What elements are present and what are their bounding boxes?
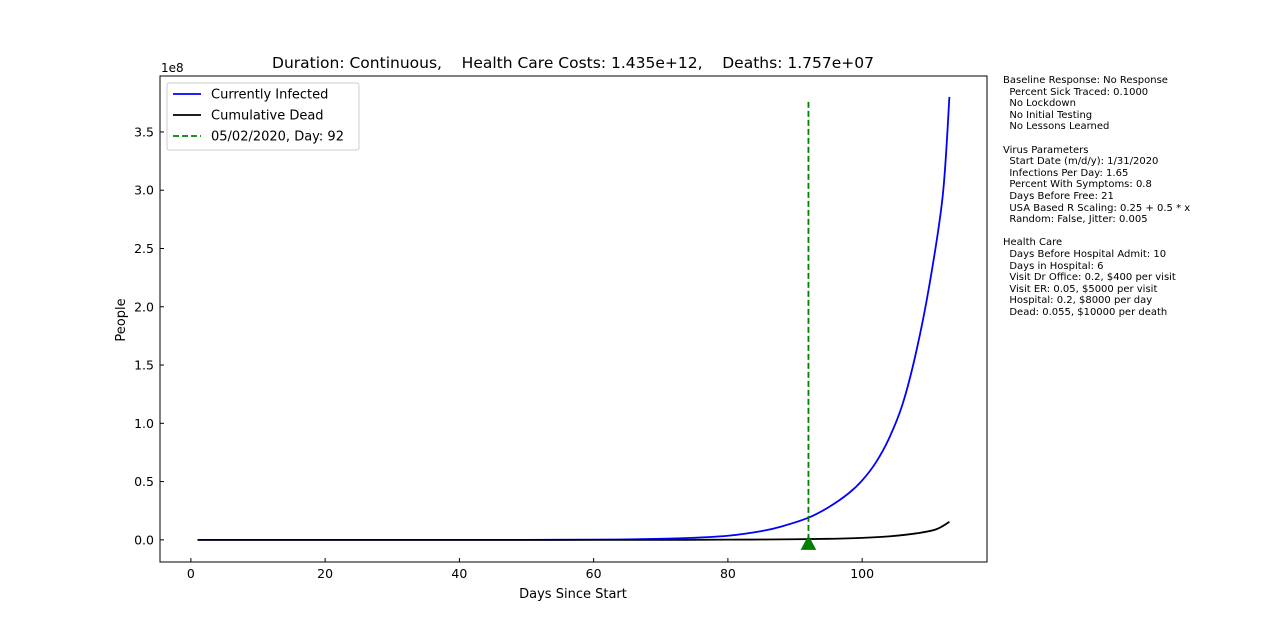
series-line-currently-infected: [197, 96, 951, 541]
y-offset-label: 1e8: [161, 61, 184, 75]
y-tick-label: 3.5: [134, 124, 154, 139]
side-note-line: No Lockdown: [1003, 98, 1076, 110]
side-note-line: Visit ER: 0.05, $5000 per visit: [1003, 283, 1158, 295]
side-note-line: Start Date (m/d/y): 1/31/2020: [1003, 156, 1159, 168]
series-line-cumulative-dead: [197, 521, 950, 541]
side-note-line: Health Care: [1003, 237, 1063, 249]
legend-label: Currently Infected: [211, 88, 328, 103]
legend-label: 05/02/2020, Day: 92: [211, 130, 344, 145]
x-tick-label: 80: [720, 566, 736, 581]
side-note-line: No Lessons Learned: [1003, 121, 1110, 133]
y-tick-label: 2.5: [134, 241, 154, 256]
x-axis-label: Days Since Start: [519, 587, 627, 602]
day-marker-triangle: [800, 535, 817, 550]
y-tick-label: 0.0: [134, 532, 154, 547]
legend-box: [166, 82, 360, 151]
y-tick-label: 2.0: [134, 299, 154, 314]
side-note-line: Hospital: 0.2, $8000 per day: [1003, 295, 1153, 307]
x-tick-label: 60: [586, 566, 602, 581]
side-note-line: Baseline Response: No Response: [1003, 75, 1168, 86]
side-note-gap: [1003, 133, 1273, 145]
chart-title: Duration: Continuous, Health Care Costs:…: [272, 54, 874, 72]
x-tick-label: 0: [187, 566, 195, 581]
y-tick-label: 0.5: [134, 474, 154, 489]
side-note-line: No Initial Testing: [1003, 109, 1093, 121]
y-tick-label: 1.5: [134, 358, 154, 373]
side-note-line: Infections Per Day: 1.65: [1003, 167, 1129, 179]
legend-label: Cumulative Dead: [211, 109, 324, 124]
legend: Currently Infected Cumulative Dead 05/02/2…: [166, 82, 360, 151]
side-note-line: Percent With Symptoms: 0.8: [1003, 179, 1152, 191]
x-tick-label: 40: [451, 566, 467, 581]
side-note-line: Days in Hospital: 6: [1003, 260, 1104, 272]
plot-frame: [159, 75, 988, 563]
x-tick-label: 20: [317, 566, 333, 581]
y-tick-label: 3.0: [134, 183, 154, 198]
side-notes-panel: Baseline Response: No Response Percent S…: [1003, 75, 1273, 318]
x-tick-label: 100: [850, 566, 874, 581]
side-note-line: Days Before Hospital Admit: 10: [1003, 248, 1167, 260]
side-note-line: Percent Sick Traced: 0.1000: [1003, 86, 1149, 98]
y-axis-label: People: [114, 298, 129, 341]
side-note-line: USA Based R Scaling: 0.25 + 0.5 * x: [1003, 202, 1191, 214]
plot-area: [197, 96, 951, 550]
side-note-gap: [1003, 226, 1273, 238]
side-note-line: Random: False, Jitter: 0.005: [1003, 214, 1148, 226]
side-note-line: Days Before Free: 21: [1003, 190, 1114, 202]
side-note-line: Dead: 0.055, $10000 per death: [1003, 306, 1168, 318]
y-tick-label: 1.0: [134, 416, 154, 431]
side-note-line: Virus Parameters: [1003, 144, 1089, 156]
side-note-line: Visit Dr Office: 0.2, $400 per visit: [1003, 272, 1176, 284]
